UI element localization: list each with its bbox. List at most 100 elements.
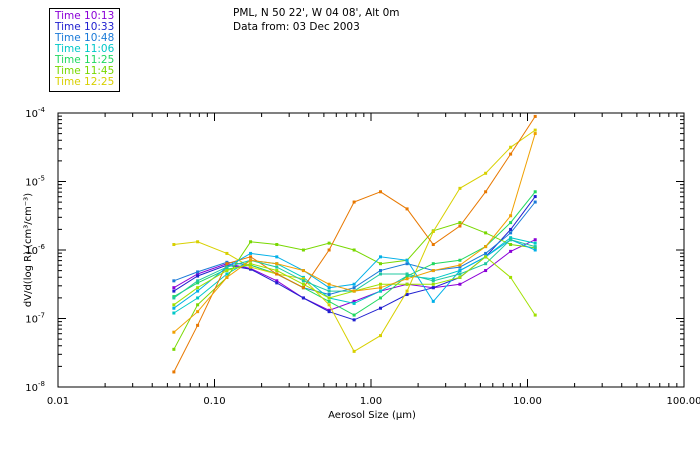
legend-entry: Time 10:33	[55, 21, 115, 33]
data-point	[405, 274, 409, 278]
data-point	[172, 303, 176, 307]
data-point	[378, 334, 382, 338]
data-point	[431, 286, 435, 290]
data-point	[172, 330, 176, 334]
data-point	[301, 296, 305, 300]
data-point	[458, 275, 462, 279]
plot-frame	[57, 112, 685, 388]
axes-layer: 0.01 0.10 1.00 10.00 100.00 10-4 10-5 10-6 10-7 1…	[25, 106, 700, 407]
data-point	[275, 243, 279, 247]
data-point	[484, 231, 488, 235]
series-line	[173, 129, 536, 353]
data-point	[509, 145, 513, 149]
y-tick-label: 10-5	[25, 175, 45, 189]
data-point	[225, 272, 229, 276]
data-point	[405, 262, 409, 266]
data-point	[301, 282, 305, 286]
data-point	[378, 269, 382, 273]
data-point	[431, 269, 435, 273]
data-point	[172, 296, 176, 300]
data-point	[196, 281, 200, 285]
data-point	[225, 275, 229, 279]
data-point	[509, 238, 513, 242]
data-point	[431, 279, 435, 283]
data-point	[327, 282, 331, 286]
data-point	[327, 299, 331, 303]
data-point	[484, 245, 488, 249]
data-point	[509, 227, 513, 231]
data-point	[533, 238, 537, 242]
data-point	[509, 231, 513, 235]
data-point	[196, 323, 200, 327]
data-point	[196, 286, 200, 290]
data-point	[509, 243, 513, 247]
y-axis-label: dV/d(log R) (cm³/cm⁻³)	[23, 193, 34, 307]
data-point	[509, 152, 513, 156]
data-point	[275, 265, 279, 269]
data-point	[533, 245, 537, 249]
data-point	[458, 221, 462, 225]
data-point	[225, 265, 229, 269]
data-point	[196, 272, 200, 276]
data-point	[327, 293, 331, 297]
series-layer	[172, 114, 537, 374]
legend-entry: Time 10:48	[55, 32, 115, 44]
data-point	[196, 240, 200, 244]
x-tick-label: 0.10	[203, 396, 225, 407]
data-point	[378, 262, 382, 266]
data-point	[458, 269, 462, 273]
data-point	[509, 236, 513, 240]
data-point	[509, 275, 513, 279]
data-point	[196, 310, 200, 314]
data-point	[172, 289, 176, 293]
data-point	[458, 265, 462, 269]
data-point	[249, 240, 253, 244]
data-point	[458, 282, 462, 286]
data-point	[352, 349, 356, 353]
data-point	[352, 313, 356, 317]
data-point	[196, 289, 200, 293]
data-point	[249, 251, 253, 255]
data-point	[301, 269, 305, 273]
data-point	[172, 311, 176, 315]
data-point	[275, 262, 279, 266]
data-point	[378, 282, 382, 286]
data-point	[484, 262, 488, 266]
series-line	[173, 116, 536, 373]
chart-title: PML, N 50 22', W 04 08', Alt 0m	[233, 7, 400, 19]
data-point	[533, 190, 537, 194]
data-point	[352, 289, 356, 293]
data-point	[275, 272, 279, 276]
data-point	[509, 214, 513, 218]
data-point	[196, 279, 200, 283]
data-point	[431, 299, 435, 303]
legend-entry: Time 11:25	[55, 54, 115, 66]
data-point	[431, 282, 435, 286]
data-point	[352, 200, 356, 204]
data-point	[458, 272, 462, 276]
data-point	[405, 293, 409, 297]
data-point	[352, 299, 356, 303]
data-point	[352, 286, 356, 290]
data-point	[301, 248, 305, 252]
data-point	[301, 286, 305, 290]
data-point	[509, 249, 513, 253]
data-point	[327, 248, 331, 252]
data-point	[484, 171, 488, 175]
series-line	[173, 222, 536, 350]
data-point	[275, 279, 279, 283]
data-point	[249, 255, 253, 259]
data-point	[275, 281, 279, 285]
data-point	[327, 241, 331, 245]
data-point	[458, 186, 462, 190]
data-point	[327, 289, 331, 293]
data-point	[196, 274, 200, 278]
data-point	[249, 262, 253, 266]
data-point	[225, 251, 229, 255]
data-point	[533, 313, 537, 317]
data-point	[172, 243, 176, 247]
data-point	[509, 221, 513, 225]
legend-entry: Time 11:45	[55, 65, 115, 77]
data-point	[458, 258, 462, 262]
